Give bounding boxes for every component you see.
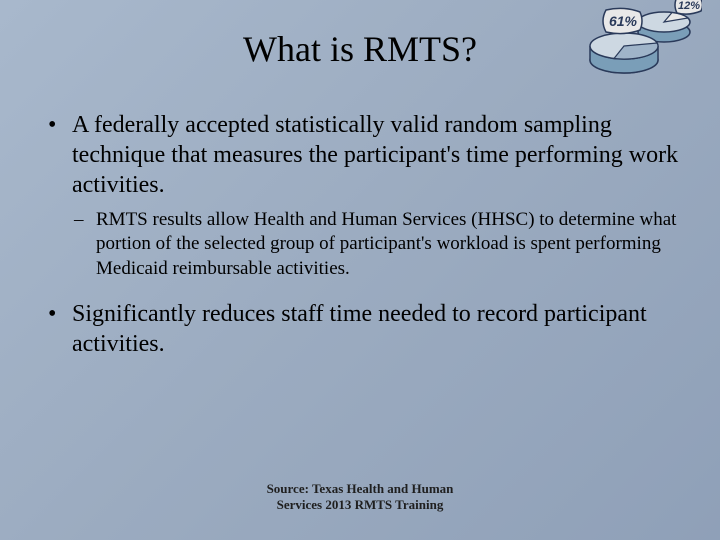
source-text: Source: Texas Health and Human Services …: [267, 481, 454, 514]
content-area: A federally accepted statistically valid…: [0, 70, 720, 359]
bullet-list: A federally accepted statistically valid…: [48, 110, 680, 359]
source-line: Services 2013 RMTS Training: [277, 497, 444, 512]
bullet-item: A federally accepted statistically valid…: [48, 110, 680, 281]
source-area: Source: Texas Health and Human Services …: [0, 481, 720, 514]
percent-label-2: 12%: [678, 0, 700, 12]
bullet-text: Significantly reduces staff time needed …: [72, 301, 647, 357]
sub-bullet-list: RMTS results allow Health and Human Serv…: [72, 208, 680, 281]
source-line: Source: Texas Health and Human: [267, 481, 454, 496]
sub-bullet-text: RMTS results allow Health and Human Serv…: [96, 209, 676, 279]
pie-chart-icon: 61% 12%: [582, 0, 702, 80]
page-title: What is RMTS?: [243, 28, 477, 70]
bullet-item: Significantly reduces staff time needed …: [48, 299, 680, 359]
title-area: What is RMTS? 61%: [0, 0, 720, 70]
percent-label-1: 61%: [609, 13, 638, 29]
sub-bullet-item: RMTS results allow Health and Human Serv…: [72, 208, 680, 281]
bullet-text: A federally accepted statistically valid…: [72, 112, 678, 198]
